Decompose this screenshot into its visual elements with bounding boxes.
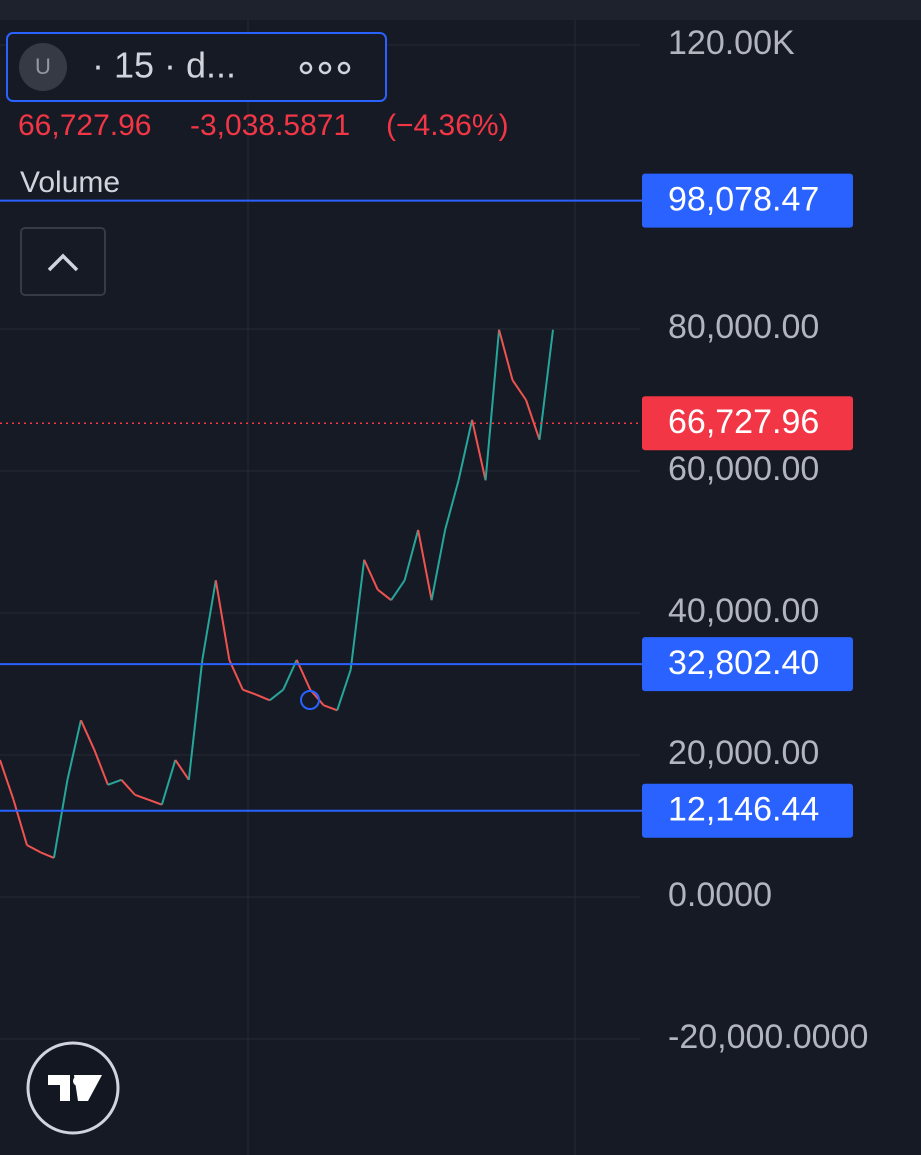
price-segment (107, 778, 122, 786)
marker (300, 690, 320, 710)
price-segment (134, 793, 149, 801)
price-segment (498, 329, 514, 381)
plot (0, 44, 640, 1040)
price-segment (120, 779, 136, 796)
price-segment (538, 329, 554, 440)
y-tick-label: 20,000.00 (668, 734, 819, 772)
price-segment (187, 659, 204, 780)
price-segment (349, 559, 366, 670)
level-label: 98,078.47 (668, 181, 819, 219)
y-tick-label: -20,000.0000 (668, 1018, 868, 1056)
price-segment (377, 588, 392, 602)
symbol-letter: U (35, 54, 51, 79)
price-segment (511, 379, 527, 401)
y-tick-label: 40,000.00 (668, 592, 819, 630)
price-segment (242, 688, 257, 696)
price-segment (323, 704, 338, 712)
chevron-up (47, 253, 79, 272)
price-segment (403, 529, 420, 581)
price-segment (148, 798, 163, 806)
y-tick-label: 0.0000 (668, 876, 772, 914)
y-tick-label: 80,000.00 (668, 308, 819, 346)
price-segment (363, 559, 379, 590)
price-segment (444, 479, 460, 531)
logo[interactable] (26, 1041, 120, 1135)
change-percent: (−4.36%) (386, 109, 509, 142)
volume-label: Volume (20, 166, 120, 199)
level-label: 12,146.44 (668, 791, 819, 829)
symbol-box[interactable] (6, 32, 387, 102)
price-segment (0, 759, 15, 801)
y-tick-label: 60,000.00 (668, 450, 819, 488)
logo-dot (73, 1076, 83, 1086)
interval: · 15 · d... (92, 45, 236, 86)
change: -3,038.5871 (190, 109, 350, 142)
price-segment (457, 419, 474, 481)
price-segment (174, 759, 190, 781)
price-segment (66, 719, 82, 781)
price-segment (269, 688, 284, 702)
price-segment (12, 799, 28, 846)
price-segment (40, 851, 55, 859)
more-menu[interactable] (299, 61, 351, 75)
last-price: 66,727.96 (18, 109, 151, 142)
level-badge (642, 783, 853, 838)
collapse-button[interactable] (20, 227, 106, 296)
symbol-icon (19, 43, 67, 91)
price-segment (201, 580, 217, 661)
price-segment (255, 693, 271, 702)
price-segment (484, 329, 501, 481)
price-segment (93, 749, 109, 786)
level-badge (642, 173, 853, 228)
price-segment (471, 419, 487, 481)
level-label: 32,802.40 (668, 644, 819, 682)
price-segment (52, 779, 69, 859)
price-segment (214, 580, 231, 661)
price-segment (430, 529, 447, 601)
y-tick-label: 120.00K (668, 24, 795, 62)
top-bar (0, 0, 921, 20)
price-segment (390, 579, 406, 601)
last-price-badge (642, 396, 853, 451)
last-price-label: 66,727.96 (668, 403, 819, 441)
price-segment (160, 759, 177, 805)
logo-mark (48, 1075, 102, 1101)
price-segment (80, 719, 96, 751)
price-segment (525, 399, 541, 441)
price-segment (26, 844, 41, 854)
level-badge (642, 637, 853, 692)
price-segment (336, 669, 352, 711)
price-segment (417, 529, 433, 601)
